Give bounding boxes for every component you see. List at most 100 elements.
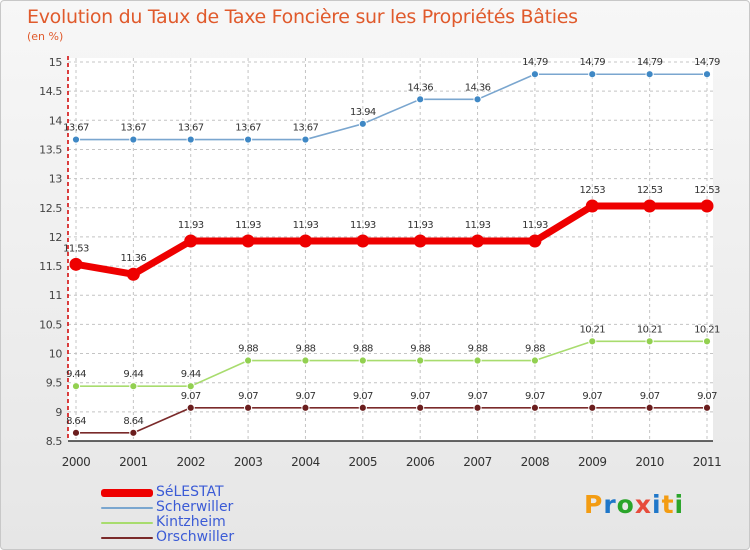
- data-label-kintzheim: 9.88: [468, 344, 488, 355]
- data-label-selestat: 12.53: [579, 185, 605, 196]
- data-label-scherwiller: 14.36: [407, 82, 433, 93]
- series-line-scherwiller: [76, 73, 707, 141]
- legend-item: Orschwiller: [101, 530, 234, 545]
- y-tick-label: 11: [49, 289, 62, 302]
- legend-swatch: [101, 506, 153, 509]
- x-tick-label: 2005: [349, 455, 378, 469]
- data-label-kintzheim: 9.44: [181, 369, 201, 380]
- data-point-orschwiller: [186, 403, 195, 412]
- data-label-orschwiller: 9.07: [353, 391, 373, 402]
- data-point-scherwiller: [416, 95, 425, 104]
- data-label-selestat: 12.53: [637, 185, 663, 196]
- y-tick-label: 8.5: [46, 435, 63, 448]
- y-tick-label: 12.5: [39, 202, 62, 215]
- y-tick-label: 15: [49, 56, 63, 69]
- data-point-orschwiller: [129, 428, 138, 437]
- proxiti-logo: Proxiti: [584, 490, 684, 519]
- data-point-scherwiller: [243, 135, 253, 144]
- data-label-orschwiller: 8.64: [123, 416, 143, 427]
- data-point-selestat: [643, 199, 657, 213]
- logo-letter: P: [584, 490, 604, 519]
- data-point-selestat: [241, 234, 255, 248]
- data-point-selestat: [413, 234, 427, 248]
- x-tick-label: 2000: [62, 455, 91, 469]
- data-point-scherwiller: [702, 70, 712, 79]
- data-label-scherwiller: 13.67: [121, 123, 147, 134]
- data-label-selestat: 11.93: [465, 220, 491, 231]
- data-label-selestat: 11.53: [63, 243, 89, 254]
- data-point-scherwiller: [530, 70, 540, 79]
- x-tick-label: 2003: [234, 455, 263, 469]
- logo-letter: i: [652, 490, 662, 519]
- x-tick-label: 2006: [406, 455, 435, 469]
- data-point-kintzheim: [702, 337, 712, 346]
- data-point-scherwiller: [186, 135, 195, 144]
- data-point-kintzheim: [301, 356, 310, 365]
- y-tick-label: 14: [49, 114, 63, 127]
- data-point-kintzheim: [243, 356, 253, 365]
- data-label-orschwiller: 9.07: [296, 391, 316, 402]
- data-point-selestat: [298, 234, 312, 248]
- data-point-orschwiller: [358, 403, 367, 412]
- data-point-orschwiller: [301, 403, 310, 412]
- x-tick-label: 2004: [291, 455, 320, 469]
- y-tick-label: 10.5: [39, 318, 62, 331]
- y-tick-label: 13.5: [39, 143, 62, 156]
- data-label-orschwiller: 9.07: [697, 391, 717, 402]
- data-label-orschwiller: 9.07: [582, 391, 602, 402]
- x-tick-label: 2007: [463, 455, 492, 469]
- y-tick-label: 13: [49, 173, 63, 186]
- legend-swatch: [101, 521, 153, 524]
- plot-area: [68, 58, 713, 441]
- data-point-kintzheim: [416, 356, 425, 365]
- data-label-scherwiller: 13.67: [178, 123, 204, 134]
- logo-letter: r: [603, 490, 617, 519]
- legend-label: Orschwiller: [156, 529, 235, 545]
- data-label-kintzheim: 10.21: [579, 324, 605, 335]
- data-label-kintzheim: 9.88: [353, 344, 373, 355]
- data-point-scherwiller: [71, 135, 81, 144]
- data-point-kintzheim: [473, 356, 482, 365]
- data-label-scherwiller: 14.36: [465, 82, 491, 93]
- x-tick-label: 2008: [521, 455, 550, 469]
- data-point-kintzheim: [129, 382, 138, 391]
- data-point-kintzheim: [530, 356, 540, 365]
- x-tick-label: 2001: [119, 455, 148, 469]
- data-label-scherwiller: 13.67: [293, 123, 319, 134]
- data-point-kintzheim: [645, 337, 654, 346]
- data-label-kintzheim: 9.88: [296, 344, 316, 355]
- data-point-selestat: [528, 234, 542, 248]
- data-point-kintzheim: [358, 356, 367, 365]
- legend-label: Kintzheim: [156, 514, 226, 530]
- x-tick-label: 2011: [693, 455, 722, 469]
- unit-label: (en %): [27, 30, 64, 43]
- data-label-selestat: 11.93: [407, 220, 433, 231]
- data-point-kintzheim: [71, 382, 81, 391]
- data-label-kintzheim: 9.88: [410, 344, 430, 355]
- data-point-kintzheim: [186, 382, 195, 391]
- data-label-orschwiller: 9.07: [468, 391, 488, 402]
- x-tick-label: 2010: [635, 455, 664, 469]
- data-label-selestat: 11.93: [522, 220, 548, 231]
- logo-letter: x: [634, 490, 652, 519]
- x-tick-label: 2002: [176, 455, 205, 469]
- data-point-orschwiller: [473, 403, 482, 412]
- data-label-orschwiller: 9.07: [410, 391, 430, 402]
- data-label-selestat: 11.93: [350, 220, 376, 231]
- y-tick-label: 12: [49, 231, 62, 244]
- y-tick-label: 10: [49, 348, 63, 361]
- data-point-selestat: [585, 199, 599, 213]
- data-point-selestat: [471, 234, 485, 248]
- data-label-selestat: 11.93: [178, 220, 204, 231]
- series-line-selestat: [75, 202, 707, 278]
- data-point-scherwiller: [358, 119, 367, 128]
- data-point-selestat: [184, 234, 198, 248]
- data-label-selestat: 11.93: [235, 220, 261, 231]
- series-line-kintzheim: [76, 340, 707, 387]
- legend-swatch: [101, 536, 153, 539]
- series-line-orschwiller: [76, 406, 707, 434]
- data-label-scherwiller: 14.79: [522, 57, 548, 68]
- legend-label: Scherwiller: [156, 499, 234, 515]
- data-point-kintzheim: [588, 337, 597, 346]
